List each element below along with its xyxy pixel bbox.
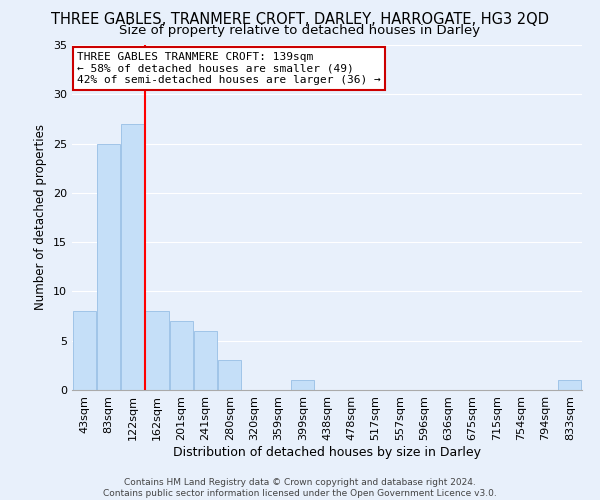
Text: Size of property relative to detached houses in Darley: Size of property relative to detached ho… bbox=[119, 24, 481, 37]
Bar bbox=[121, 124, 144, 390]
Bar bbox=[170, 321, 193, 390]
Bar bbox=[73, 311, 95, 390]
Y-axis label: Number of detached properties: Number of detached properties bbox=[34, 124, 47, 310]
Bar bbox=[291, 380, 314, 390]
Bar bbox=[145, 311, 169, 390]
Bar bbox=[97, 144, 120, 390]
Bar bbox=[194, 331, 217, 390]
X-axis label: Distribution of detached houses by size in Darley: Distribution of detached houses by size … bbox=[173, 446, 481, 458]
Bar bbox=[559, 380, 581, 390]
Bar bbox=[218, 360, 241, 390]
Text: THREE GABLES, TRANMERE CROFT, DARLEY, HARROGATE, HG3 2QD: THREE GABLES, TRANMERE CROFT, DARLEY, HA… bbox=[51, 12, 549, 28]
Text: THREE GABLES TRANMERE CROFT: 139sqm
← 58% of detached houses are smaller (49)
42: THREE GABLES TRANMERE CROFT: 139sqm ← 58… bbox=[77, 52, 381, 85]
Text: Contains HM Land Registry data © Crown copyright and database right 2024.
Contai: Contains HM Land Registry data © Crown c… bbox=[103, 478, 497, 498]
